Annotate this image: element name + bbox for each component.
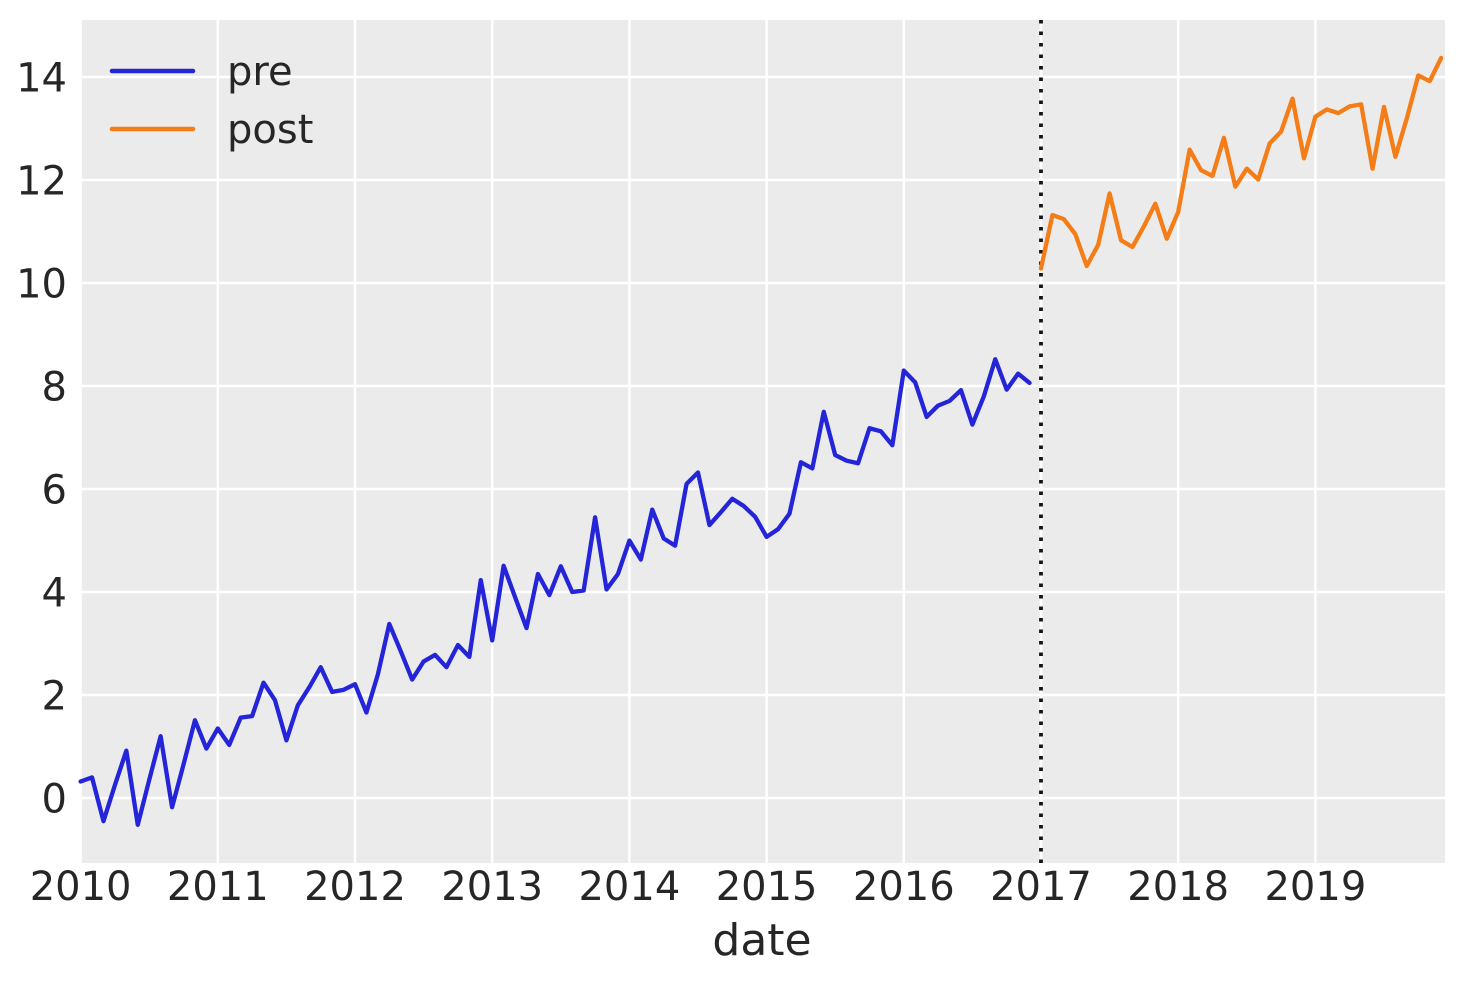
x-tick-label: 2019 <box>1264 864 1366 910</box>
x-tick-label: 2017 <box>990 864 1092 910</box>
y-tick-label: 0 <box>42 777 67 823</box>
x-tick-label: 2016 <box>853 864 955 910</box>
x-tick-label: 2014 <box>578 864 680 910</box>
x-tick-label: 2010 <box>30 864 132 910</box>
y-tick-label: 6 <box>42 468 67 514</box>
legend-label-pre: pre <box>227 49 293 95</box>
legend: pre post <box>109 49 313 153</box>
y-tick-label: 2 <box>42 674 67 720</box>
x-axis-label: date <box>712 915 811 966</box>
series-line-pre <box>78 357 1032 827</box>
y-tick-label: 10 <box>16 262 67 308</box>
y-tick-label: 8 <box>42 365 67 411</box>
chart-overlay: date pre post <box>109 49 812 966</box>
x-tick-label: 2011 <box>167 864 269 910</box>
x-tick-label: 2018 <box>1127 864 1229 910</box>
y-tick-label: 14 <box>16 56 67 102</box>
y-tick-label: 12 <box>16 159 67 205</box>
x-tick-label: 2015 <box>716 864 818 910</box>
legend-label-post: post <box>227 107 313 153</box>
y-tick-label: 4 <box>42 571 67 617</box>
x-tick-label: 2012 <box>304 864 406 910</box>
series-line-post <box>1038 55 1444 271</box>
x-tick-label: 2013 <box>441 864 543 910</box>
